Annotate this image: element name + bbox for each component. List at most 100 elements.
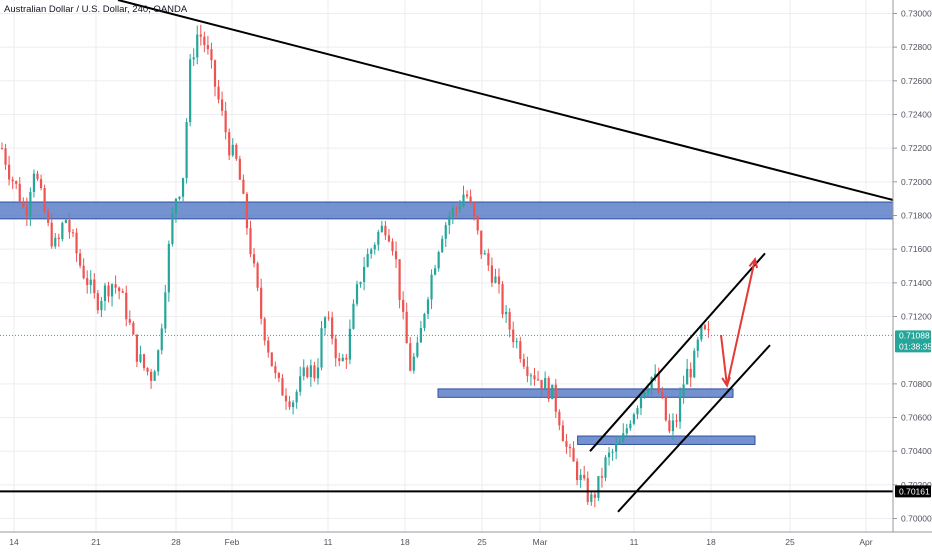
candle-body (487, 253, 490, 266)
projection-arrow-down[interactable] (720, 334, 728, 386)
candle-body (359, 282, 362, 285)
y-tick-label: 0.72000 (901, 177, 932, 187)
candle-body (18, 183, 21, 203)
candle-body (412, 356, 415, 371)
candle-body (277, 373, 280, 379)
x-tick-label: Apr (859, 537, 872, 547)
candle-body (402, 299, 405, 312)
candle-body (536, 379, 540, 381)
candle-body (100, 300, 103, 311)
candle-body (387, 235, 391, 242)
candle-body (114, 284, 117, 288)
candle-body (643, 392, 646, 398)
x-tick-label: 18 (400, 537, 410, 547)
candle-body (199, 34, 202, 37)
candle-body (586, 478, 589, 502)
candle-body (355, 284, 359, 304)
drawings[interactable] (0, 0, 894, 513)
candle-body (391, 241, 394, 252)
candle-body (629, 423, 632, 429)
candle-body (43, 188, 46, 213)
x-tick-label: 11 (324, 537, 333, 547)
candle-body (334, 338, 337, 359)
candle-body (469, 196, 472, 203)
candle-body (384, 225, 387, 236)
candle-body (377, 231, 380, 245)
candle-body (686, 368, 689, 385)
candle-body (142, 354, 146, 368)
candle-body (398, 259, 401, 300)
channel-lower-line[interactable] (617, 344, 771, 513)
candle-body (160, 328, 163, 351)
candle-body (29, 191, 32, 217)
candle-body (703, 325, 706, 330)
candle-body (281, 378, 284, 396)
candle-body (196, 34, 199, 58)
candle-body (320, 328, 323, 368)
candle-body (551, 384, 554, 400)
candle-body (4, 148, 7, 165)
candle-body (348, 328, 351, 360)
candle-body (274, 366, 277, 374)
support-level-label: 0.70161 (899, 486, 930, 496)
candle-body (416, 342, 419, 357)
candle-body (441, 238, 444, 253)
y-tick-label: 0.72200 (901, 143, 932, 153)
candle-body (224, 110, 227, 133)
candle-body (373, 244, 376, 250)
candle-body (590, 494, 593, 502)
current-price-label: 0.71088 (899, 330, 930, 340)
candle-body (423, 313, 426, 328)
candle-body (647, 389, 650, 393)
candle-body (352, 303, 355, 329)
candle-body (636, 408, 639, 415)
candle-body (483, 253, 486, 255)
candle-body (139, 354, 142, 362)
candle-body (544, 378, 547, 390)
channel-upper-line[interactable] (589, 252, 766, 452)
candle-body (203, 36, 206, 46)
candle-body (185, 122, 188, 179)
candle-body (434, 268, 437, 275)
y-tick-label: 0.71200 (901, 312, 932, 322)
descending-trendline[interactable] (117, 0, 894, 201)
candle-body (476, 215, 479, 231)
symbol-title: Australian Dollar / U.S. Dollar, 240, OA… (4, 4, 188, 15)
candle-body (228, 132, 231, 156)
candle-body (394, 251, 398, 260)
candle-body (213, 60, 217, 87)
candle-body (221, 99, 224, 111)
projection-arrow-up[interactable] (726, 259, 756, 386)
candle-body (89, 279, 92, 286)
price-zone[interactable] (577, 435, 756, 445)
candle-body (68, 220, 71, 233)
candle-body (497, 276, 501, 285)
candle-body (299, 376, 302, 392)
candle-body (625, 428, 628, 434)
price-zone[interactable] (437, 388, 734, 398)
candle-body (458, 206, 462, 209)
candle-body (327, 317, 330, 319)
candle-body (650, 377, 653, 390)
candle-body (426, 299, 430, 314)
candle-body (455, 208, 458, 210)
y-tick-label: 0.72600 (901, 76, 932, 86)
support-level-tag (895, 485, 931, 498)
candle-body (341, 357, 344, 361)
candle-body (8, 164, 11, 180)
candle-body (302, 367, 305, 377)
candle-body (615, 444, 618, 452)
candle-body (64, 220, 67, 223)
y-tick-label: 0.72400 (901, 109, 932, 119)
candle-body (167, 243, 170, 293)
price-zone[interactable] (0, 201, 894, 220)
countdown-label: 01:38:35 (899, 341, 932, 351)
candle-body (25, 207, 28, 217)
candle-body (181, 178, 185, 197)
candle-body (292, 402, 295, 408)
candle-body (93, 279, 96, 294)
y-tick-label: 0.70200 (901, 480, 932, 490)
